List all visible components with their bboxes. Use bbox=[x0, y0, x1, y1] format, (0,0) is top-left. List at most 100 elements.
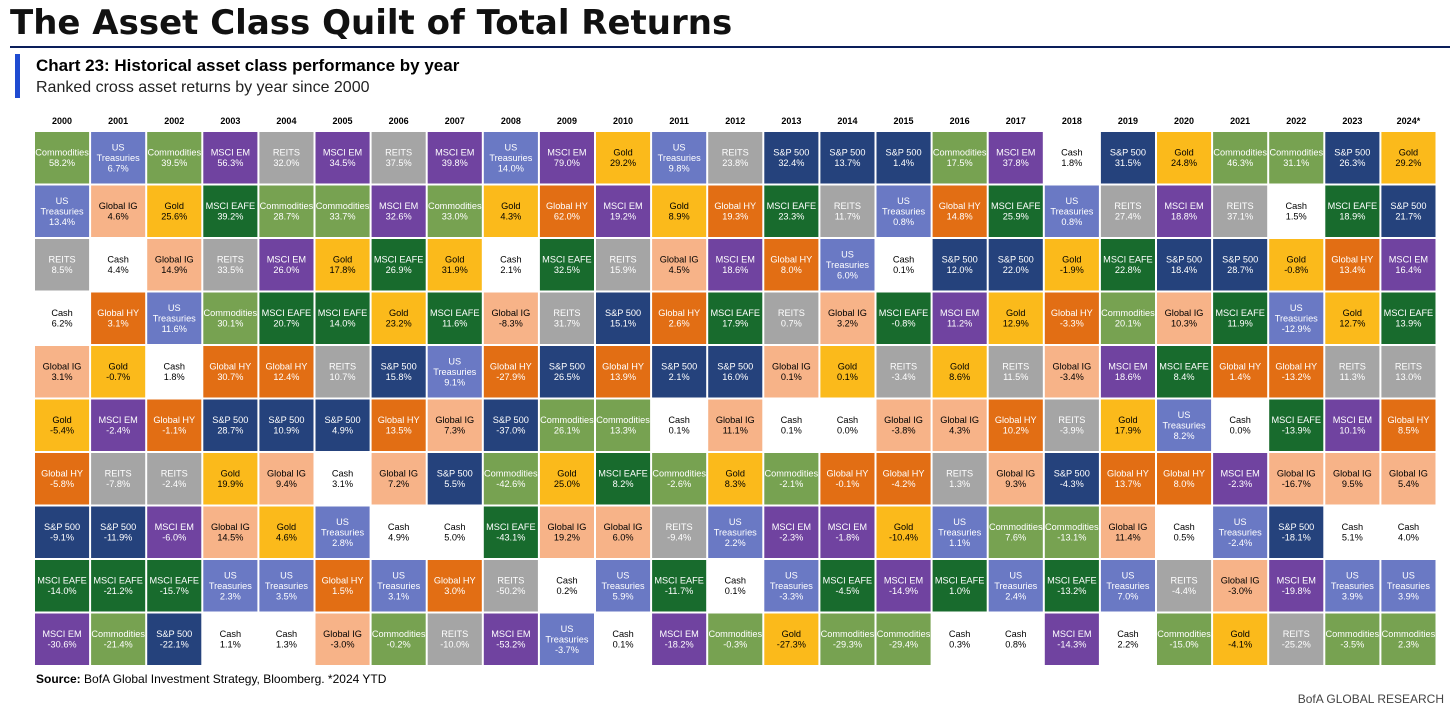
cell-fill bbox=[988, 453, 1043, 505]
cell-asset-name: Global IG bbox=[1165, 308, 1204, 318]
cell-asset-name: REITS bbox=[666, 522, 693, 532]
cell-fill bbox=[820, 506, 875, 558]
cell-asset-name: MSCI EAFE bbox=[710, 308, 760, 318]
cell-fill bbox=[1044, 506, 1099, 558]
cell-asset-name: REITS bbox=[610, 255, 637, 265]
cell-asset-name: REITS bbox=[49, 255, 76, 265]
quilt-cell-2013-msci-em: MSCI EM-2.3% bbox=[764, 506, 819, 558]
cell-return-value: 3.9% bbox=[1398, 591, 1419, 601]
cell-return-value: 30.1% bbox=[217, 319, 243, 329]
cell-fill bbox=[764, 613, 819, 665]
cell-return-value: 5.5% bbox=[444, 479, 465, 489]
cell-asset-name: MSCI EM bbox=[716, 255, 755, 265]
cell-return-value: -1.8% bbox=[835, 533, 859, 543]
cell-return-value: 29.2% bbox=[610, 158, 636, 168]
cell-asset-name: S&P 500 bbox=[212, 415, 248, 425]
cell-asset-name: Treasuries bbox=[658, 153, 701, 163]
cell-asset-name: MSCI EM bbox=[267, 255, 306, 265]
cell-asset-name: Global HY bbox=[209, 362, 251, 372]
cell-asset-name: Treasuries bbox=[1219, 527, 1262, 537]
quilt-cell-2020-reits: REITS-4.4% bbox=[1157, 560, 1212, 612]
cell-asset-name: Commodities bbox=[989, 522, 1043, 532]
cell-fill bbox=[876, 399, 931, 451]
cell-asset-name: Global IG bbox=[1052, 362, 1091, 372]
cell-return-value: 0.1% bbox=[669, 426, 690, 436]
cell-fill bbox=[203, 346, 258, 398]
cell-fill bbox=[259, 132, 314, 184]
cell-fill bbox=[91, 292, 146, 344]
quilt-cell-2011-msci-eafe: MSCI EAFE-11.7% bbox=[652, 560, 707, 612]
cell-fill bbox=[1269, 613, 1324, 665]
cell-return-value: 27.4% bbox=[1115, 212, 1141, 222]
cell-asset-name: Global IG bbox=[1109, 522, 1148, 532]
cell-asset-name: S&P 500 bbox=[998, 255, 1034, 265]
cell-asset-name: Gold bbox=[52, 415, 71, 425]
cell-return-value: -2.4% bbox=[162, 479, 186, 489]
cell-return-value: -50.2% bbox=[496, 586, 525, 596]
cell-asset-name: Commodities bbox=[316, 201, 370, 211]
cell-fill bbox=[764, 185, 819, 237]
cell-asset-name: S&P 500 bbox=[773, 148, 809, 158]
cell-fill bbox=[708, 506, 763, 558]
quilt-cell-2024-global-hy: Global HY8.5% bbox=[1381, 399, 1436, 451]
cell-fill bbox=[427, 399, 482, 451]
cell-return-value: -0.8% bbox=[892, 319, 916, 329]
cell-fill bbox=[371, 292, 426, 344]
cell-fill bbox=[932, 560, 987, 612]
cell-asset-name: REITS bbox=[1339, 362, 1366, 372]
quilt-cell-2006-global-ig: Global IG7.2% bbox=[371, 453, 426, 505]
cell-return-value: -1.1% bbox=[162, 426, 186, 436]
quilt-cell-2020-commodities: Commodities-15.0% bbox=[1157, 613, 1211, 665]
cell-return-value: 21.7% bbox=[1395, 212, 1421, 222]
cell-fill bbox=[708, 132, 763, 184]
quilt-cell-2000-gold: Gold-5.4% bbox=[35, 399, 90, 451]
cell-return-value: 4.9% bbox=[388, 533, 409, 543]
cell-asset-name: Cash bbox=[725, 576, 746, 586]
cell-fill bbox=[147, 292, 202, 344]
cell-return-value: -30.6% bbox=[47, 640, 76, 650]
cell-asset-name: Commodities bbox=[35, 148, 89, 158]
cell-asset-name: MSCI EM bbox=[547, 148, 586, 158]
cell-asset-name: MSCI EM bbox=[435, 148, 474, 158]
cell-asset-name: Cash bbox=[107, 255, 128, 265]
cell-return-value: -29.4% bbox=[889, 640, 918, 650]
year-label-2019: 2019 bbox=[1118, 116, 1138, 126]
cell-asset-name: Treasuries bbox=[1275, 313, 1318, 323]
cell-fill bbox=[35, 613, 90, 665]
cell-return-value: -25.2% bbox=[1282, 640, 1311, 650]
quilt-cell-2012-commodities: Commodities-0.3% bbox=[708, 613, 762, 665]
cell-asset-name: Global HY bbox=[1331, 255, 1373, 265]
cell-asset-name: Global HY bbox=[490, 362, 532, 372]
cell-asset-name: REITS bbox=[441, 629, 468, 639]
cell-return-value: 3.0% bbox=[444, 586, 465, 596]
cell-fill bbox=[1100, 239, 1155, 291]
cell-fill bbox=[708, 453, 763, 505]
cell-asset-name: Global IG bbox=[1221, 576, 1260, 586]
cell-fill bbox=[539, 346, 594, 398]
cell-fill bbox=[35, 185, 90, 237]
year-label-2020: 2020 bbox=[1174, 116, 1194, 126]
cell-return-value: 25.6% bbox=[161, 212, 187, 222]
cell-fill bbox=[596, 132, 651, 184]
cell-return-value: 25.9% bbox=[1003, 212, 1029, 222]
cell-return-value: 19.2% bbox=[554, 533, 580, 543]
cell-asset-name: MSCI EAFE bbox=[1328, 201, 1378, 211]
cell-asset-name: MSCI EM bbox=[491, 629, 530, 639]
cell-fill bbox=[91, 132, 146, 184]
cell-asset-name: Global IG bbox=[604, 522, 643, 532]
cell-return-value: 6.0% bbox=[613, 533, 634, 543]
